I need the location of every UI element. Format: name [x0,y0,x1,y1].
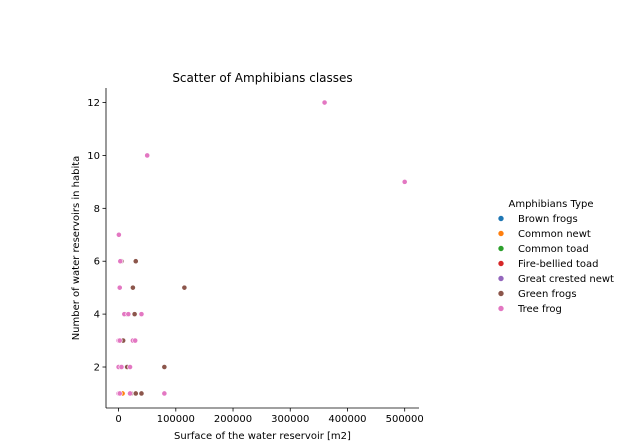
data-point [125,311,132,318]
data-point [116,390,123,397]
x-tick-label: 0 [115,414,121,425]
chart-title: Scatter of Amphibians classes [172,71,352,85]
legend-marker [497,230,505,237]
data-point [132,390,139,397]
data-point [116,337,123,344]
data-point [129,284,136,291]
plot-area [115,99,408,397]
legend-label: Great crested newt [518,274,614,285]
data-point [132,258,139,265]
y-tick-label: 6 [94,257,100,268]
y-tick-label: 2 [94,363,100,374]
y-tick-label: 12 [87,98,100,109]
x-axis: 0 100000 200000 300000 400000 500000 [106,407,424,425]
x-tick-label: 500000 [386,414,424,425]
legend-label: Brown frogs [518,214,578,225]
data-point [138,311,145,318]
legend-marker [497,215,505,222]
data-point [116,284,123,291]
y-tick-label: 10 [87,151,100,162]
x-axis-label: Surface of the water reservoir [m2] [174,431,351,442]
legend-label: Tree frog [517,304,562,315]
data-point [127,390,133,397]
y-axis: 2 4 6 8 10 12 [87,88,107,408]
data-point [127,364,133,370]
y-axis-label: Number of water reservoirs in habita [71,156,82,341]
data-point [117,258,124,265]
data-point [401,178,408,185]
legend-label: Fire-bellied toad [518,259,598,270]
x-tick-label: 100000 [157,414,195,425]
x-tick-label: 200000 [214,414,252,425]
legend-marker [497,290,505,297]
y-tick-label: 4 [94,310,100,321]
data-point [115,231,122,238]
legend-marker [497,305,505,312]
legend-marker [497,260,505,267]
legend-label: Common toad [518,244,589,255]
data-point [181,284,188,291]
y-tick-label: 8 [94,204,100,215]
data-point [321,99,328,106]
x-tick-label: 300000 [271,414,309,425]
data-point [132,337,139,344]
legend-marker [497,245,505,252]
legend-label: Green frogs [518,289,577,300]
legend-marker [497,275,505,282]
legend-label: Common newt [518,229,591,240]
data-point [161,390,168,397]
x-tick-label: 400000 [328,414,366,425]
legend-title: Amphibians Type [509,199,594,210]
data-point [138,390,145,397]
data-point [118,364,125,370]
data-point [144,152,151,159]
legend: Amphibians Type Brown frogs Common newt Co… [497,199,614,315]
data-point [131,311,138,318]
data-point [161,364,168,370]
